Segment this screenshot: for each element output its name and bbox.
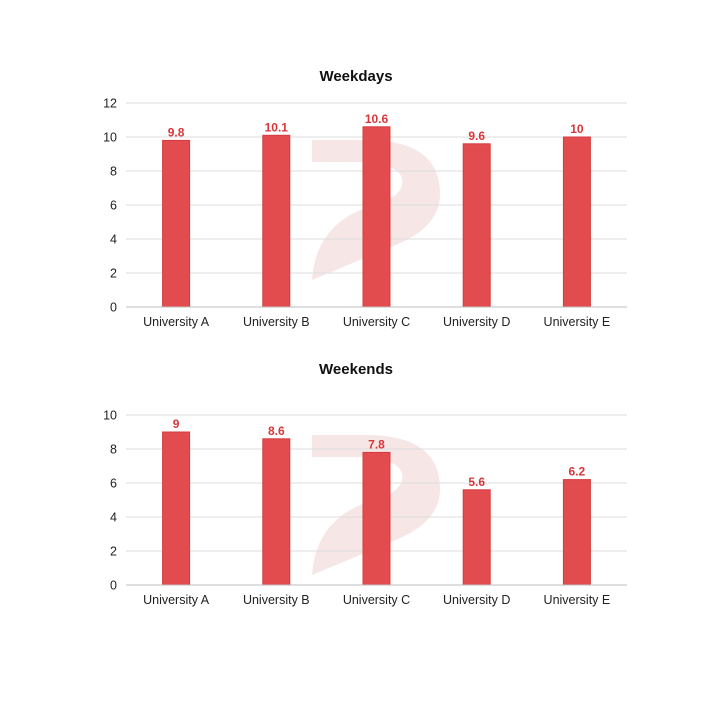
y-tick-label: 8 — [110, 443, 117, 457]
bar — [262, 438, 291, 586]
bar — [162, 431, 191, 586]
category-label: University B — [243, 315, 310, 329]
chart-title: Weekends — [319, 361, 393, 378]
y-tick-label: 8 — [110, 165, 117, 179]
y-tick-label: 0 — [110, 579, 117, 593]
data-label: 10.1 — [265, 120, 289, 134]
y-tick-label: 12 — [103, 97, 117, 111]
data-label: 8.6 — [268, 424, 285, 438]
y-tick-label: 4 — [110, 233, 117, 247]
weekdays-chart: Weekdays 0 2 4 6 8 10 12 9.8 University A 10.1 Uni… — [103, 68, 627, 329]
y-tick-label: 6 — [110, 199, 117, 213]
bar — [362, 126, 391, 308]
data-label: 6.2 — [569, 465, 586, 479]
y-tick-label: 2 — [110, 267, 117, 281]
data-label: 5.6 — [468, 475, 485, 489]
data-label: 10.6 — [365, 112, 389, 126]
category-label: University D — [443, 593, 510, 607]
data-label: 9.8 — [168, 125, 185, 139]
data-label: 9.6 — [468, 129, 485, 143]
category-label: University B — [243, 593, 310, 607]
bar — [162, 139, 191, 308]
category-label: University E — [544, 315, 611, 329]
category-label: University A — [143, 593, 210, 607]
bar — [462, 489, 491, 586]
category-label: University E — [544, 593, 611, 607]
data-label: 7.8 — [368, 437, 385, 451]
data-label: 10 — [570, 122, 584, 136]
y-tick-label: 6 — [110, 477, 117, 491]
weekends-chart: Weekends 0 2 4 6 8 10 9 University A 8.6 Universi… — [103, 361, 627, 607]
bar — [562, 136, 591, 308]
chart-title: Weekdays — [319, 68, 392, 85]
category-label: University A — [143, 315, 210, 329]
y-tick-label: 10 — [103, 131, 117, 145]
bar — [262, 134, 291, 308]
bar — [362, 451, 391, 586]
data-label: 9 — [173, 417, 180, 431]
bar — [462, 143, 491, 308]
category-label: University C — [343, 315, 410, 329]
bar — [562, 479, 591, 586]
category-label: University C — [343, 593, 410, 607]
y-tick-label: 0 — [110, 301, 117, 315]
y-tick-label: 2 — [110, 545, 117, 559]
y-tick-label: 4 — [110, 511, 117, 525]
y-tick-label: 10 — [103, 409, 117, 423]
category-label: University D — [443, 315, 510, 329]
